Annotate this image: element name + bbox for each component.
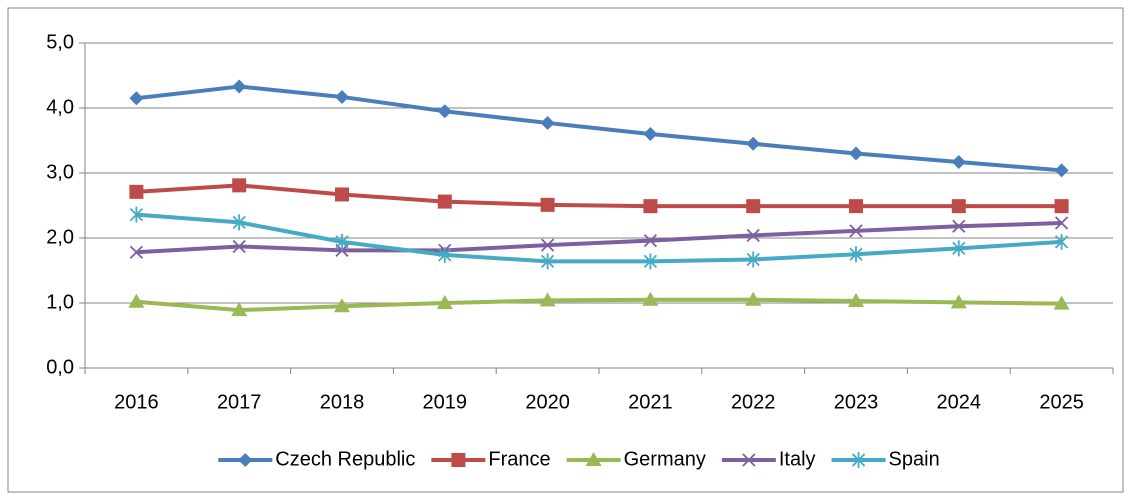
legend-label: Spain bbox=[889, 448, 940, 470]
marker bbox=[742, 453, 756, 467]
marker bbox=[643, 199, 658, 214]
marker bbox=[451, 453, 466, 467]
marker bbox=[238, 453, 253, 467]
marker bbox=[951, 154, 966, 169]
marker bbox=[585, 452, 602, 466]
marker bbox=[643, 253, 658, 270]
marker bbox=[642, 291, 659, 306]
marker bbox=[232, 178, 247, 193]
x-tick-label: 2018 bbox=[320, 391, 365, 413]
marker bbox=[848, 293, 864, 308]
marker bbox=[438, 246, 452, 263]
marker bbox=[334, 298, 350, 313]
legend-label: Czech Republic bbox=[275, 448, 415, 470]
marker bbox=[745, 291, 762, 306]
marker bbox=[849, 146, 863, 161]
legend-label: France bbox=[488, 448, 550, 470]
marker bbox=[232, 214, 246, 231]
marker bbox=[437, 104, 452, 119]
marker bbox=[335, 233, 349, 250]
marker bbox=[540, 253, 555, 270]
marker bbox=[539, 292, 556, 307]
y-tick-label: 1,0 bbox=[46, 291, 74, 313]
legend-label: Italy bbox=[779, 448, 816, 470]
x-tick-label: 2022 bbox=[731, 391, 776, 413]
marker bbox=[746, 136, 761, 151]
marker bbox=[436, 295, 453, 309]
marker bbox=[232, 79, 247, 94]
marker bbox=[128, 293, 145, 308]
marker bbox=[951, 199, 966, 214]
marker bbox=[746, 251, 760, 268]
x-tick-label: 2023 bbox=[834, 391, 879, 413]
marker bbox=[129, 184, 144, 199]
x-tick-label: 2019 bbox=[423, 391, 468, 413]
marker bbox=[643, 233, 658, 248]
series-line bbox=[136, 212, 1062, 264]
marker bbox=[746, 199, 761, 214]
y-tick-label: 4,0 bbox=[46, 96, 74, 118]
marker bbox=[849, 224, 863, 238]
marker bbox=[1053, 295, 1070, 310]
marker bbox=[643, 127, 658, 141]
y-tick-label: 3,0 bbox=[46, 161, 74, 183]
marker bbox=[437, 194, 452, 209]
marker bbox=[849, 246, 863, 263]
marker bbox=[1054, 163, 1069, 178]
series-line bbox=[136, 221, 1062, 255]
marker bbox=[540, 197, 555, 212]
y-tick-label: 2,0 bbox=[46, 226, 74, 248]
y-tick-label: 0,0 bbox=[46, 356, 74, 378]
marker bbox=[335, 187, 349, 202]
x-tick-label: 2025 bbox=[1039, 391, 1084, 413]
x-tick-label: 2021 bbox=[628, 391, 673, 413]
x-tick-label: 2017 bbox=[217, 391, 262, 413]
marker bbox=[129, 245, 144, 259]
y-tick-label: 5,0 bbox=[46, 31, 74, 53]
marker bbox=[1054, 233, 1069, 250]
marker bbox=[952, 219, 966, 233]
x-tick-label: 2016 bbox=[114, 391, 159, 413]
marker bbox=[540, 238, 555, 252]
marker bbox=[129, 206, 144, 223]
marker bbox=[231, 302, 248, 317]
marker bbox=[232, 239, 246, 254]
marker bbox=[851, 452, 866, 468]
marker bbox=[1054, 199, 1069, 214]
marker bbox=[950, 294, 967, 309]
marker bbox=[335, 89, 349, 104]
marker bbox=[129, 91, 144, 106]
marker bbox=[1054, 216, 1069, 230]
marker bbox=[849, 199, 863, 214]
series-line bbox=[136, 297, 1062, 313]
x-tick-label: 2020 bbox=[525, 391, 570, 413]
marker bbox=[540, 115, 555, 130]
x-tick-label: 2024 bbox=[937, 391, 982, 413]
series-line bbox=[136, 183, 1062, 209]
marker bbox=[746, 228, 760, 243]
marker bbox=[952, 240, 966, 257]
legend: Czech Republic France Germany Italy Spain bbox=[218, 448, 940, 470]
series-line bbox=[136, 84, 1062, 173]
legend-label: Germany bbox=[624, 448, 706, 470]
